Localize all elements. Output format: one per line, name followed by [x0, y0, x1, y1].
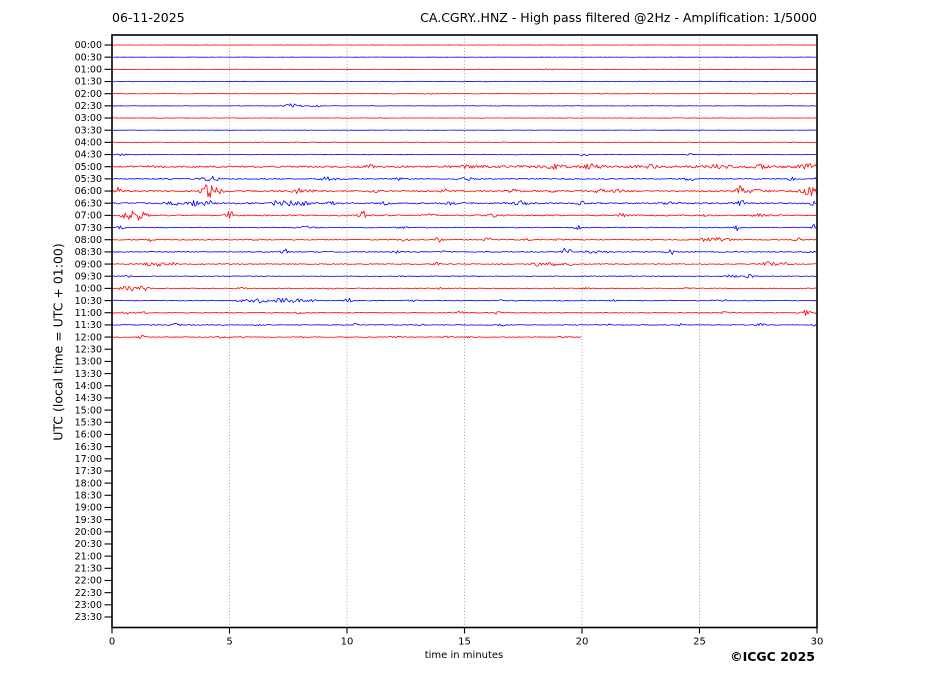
station-title: CA.CGRY..HNZ - High pass filtered @2Hz -…: [420, 10, 817, 25]
trace-row-04-00: [111, 141, 817, 144]
trace-rows: [111, 44, 817, 339]
trace-row-12-00: [111, 334, 582, 339]
y-tick-label: 00:30: [75, 52, 102, 63]
y-tick-label: 22:00: [75, 576, 102, 587]
y-tick-label: 16:00: [75, 430, 102, 441]
y-tick-label: 19:00: [75, 503, 102, 514]
y-tick-label: 11:00: [75, 308, 102, 319]
y-tick-label: 08:30: [75, 247, 102, 258]
trace-row-07-00: [111, 210, 817, 221]
gridlines: [229, 35, 700, 628]
y-tick-label: 08:00: [75, 235, 102, 246]
y-tick-label: 12:30: [75, 344, 102, 355]
y-tick-label: 13:30: [75, 369, 102, 380]
y-tick-label: 04:30: [75, 150, 102, 161]
y-tick-label: 07:30: [75, 223, 102, 234]
y-tick-label: 15:00: [75, 405, 102, 416]
x-tick-label: 0: [109, 637, 115, 648]
y-tick-label: 18:00: [75, 478, 102, 489]
trace-row-04-30: [111, 153, 817, 157]
y-tick-label: 01:30: [75, 77, 102, 88]
x-axis-ticks: 0 5 10 15 20 25 30: [109, 627, 824, 648]
trace-row-06-30: [111, 200, 817, 207]
y-tick-label: 07:00: [75, 211, 102, 222]
y-tick-label: 12:00: [75, 332, 102, 343]
y-tick-label: 10:30: [75, 296, 102, 307]
y-tick-label: 14:30: [75, 393, 102, 404]
y-tick-label: 05:00: [75, 162, 102, 173]
y-tick-label: 02:00: [75, 89, 102, 100]
y-tick-label: 03:00: [75, 113, 102, 124]
x-tick-label: 30: [811, 637, 824, 648]
y-tick-label: 23:30: [75, 612, 102, 623]
y-tick-label: 18:30: [75, 490, 102, 501]
y-tick-label: 02:30: [75, 101, 102, 112]
trace-row-11-00: [111, 309, 817, 316]
y-tick-label: 22:30: [75, 588, 102, 599]
trace-row-05-30: [111, 175, 817, 182]
y-tick-label: 06:30: [75, 198, 102, 209]
y-tick-label: 09:00: [75, 259, 102, 270]
x-tick-label: 5: [226, 637, 232, 648]
y-tick-label: 16:30: [75, 442, 102, 453]
y-tick-label: 11:30: [75, 320, 102, 331]
y-tick-label: 10:00: [75, 284, 102, 295]
trace-row-05-00: [111, 163, 817, 170]
trace-row-01-00: [111, 68, 817, 71]
trace-row-08-00: [111, 237, 817, 243]
trace-row-06-00: [111, 184, 817, 198]
trace-row-09-30: [111, 274, 817, 279]
date-label: 06-11-2025: [112, 10, 185, 25]
y-tick-label: 20:30: [75, 539, 102, 550]
y-tick-label: 14:00: [75, 381, 102, 392]
trace-row-08-30: [111, 247, 817, 255]
trace-row-10-00: [111, 285, 817, 292]
y-tick-label: 21:30: [75, 564, 102, 575]
y-tick-label: 05:30: [75, 174, 102, 185]
trace-row-02-00: [111, 92, 817, 95]
y-tick-label: 19:30: [75, 515, 102, 526]
y-tick-label: 23:00: [75, 600, 102, 611]
trace-row-01-30: [111, 80, 817, 83]
trace-row-02-30: [111, 103, 817, 108]
y-tick-label: 13:00: [75, 357, 102, 368]
y-tick-label: 01:00: [75, 65, 102, 76]
y-tick-label: 06:00: [75, 186, 102, 197]
y-tick-label: 15:30: [75, 417, 102, 428]
y-tick-label: 09:30: [75, 271, 102, 282]
copyright-label: ©ICGC 2025: [730, 649, 815, 664]
trace-row-10-30: [111, 297, 817, 304]
y-tick-label: 00:00: [75, 40, 102, 51]
x-tick-label: 20: [576, 637, 589, 648]
y-tick-label: 03:30: [75, 125, 102, 136]
x-tick-label: 10: [341, 637, 354, 648]
plot-frame: [111, 34, 818, 629]
y-tick-label: 21:00: [75, 551, 102, 562]
y-tick-label: 17:00: [75, 454, 102, 465]
trace-row-11-30: [111, 322, 817, 327]
x-tick-label: 15: [458, 637, 471, 648]
y-tick-label: 04:00: [75, 138, 102, 149]
y-tick-label: 17:30: [75, 466, 102, 477]
x-tick-label: 25: [693, 637, 706, 648]
x-axis-title: time in minutes: [424, 650, 504, 661]
trace-row-09-00: [111, 261, 817, 267]
trace-row-07-30: [111, 223, 817, 232]
y-tick-label: 20:00: [75, 527, 102, 538]
